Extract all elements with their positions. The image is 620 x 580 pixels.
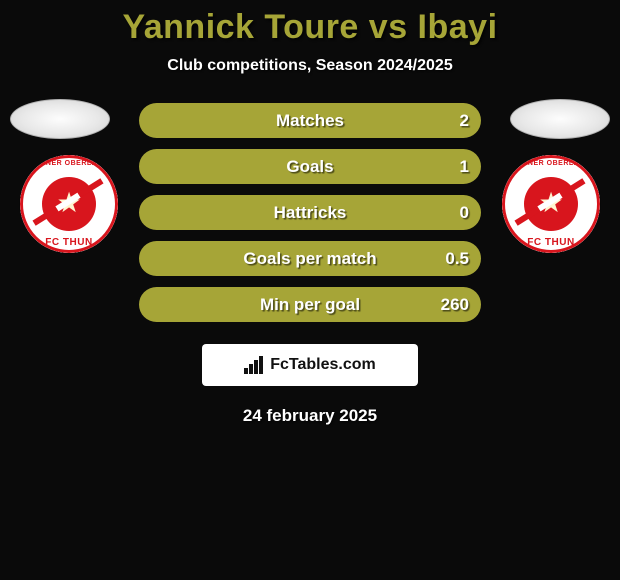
stat-value-right: 1 bbox=[460, 149, 469, 184]
page-subtitle: Club competitions, Season 2024/2025 bbox=[0, 57, 620, 75]
page-title: Yannick Toure vs Ibayi bbox=[0, 0, 620, 47]
stat-bar: Min per goal260 bbox=[139, 287, 481, 322]
club-name: FC THUN bbox=[502, 237, 600, 248]
club-name: FC THUN bbox=[20, 237, 118, 248]
brand-badge: FcTables.com bbox=[202, 344, 418, 386]
stat-value-right: 0 bbox=[460, 195, 469, 230]
stat-value-right: 2 bbox=[460, 103, 469, 138]
club-ring-text: BERNER OBERLAND bbox=[20, 160, 118, 167]
club-ring-text: BERNER OBERLAND bbox=[502, 160, 600, 167]
comparison-content: BERNER OBERLAND ★ FC THUN BERNER OBERLAN… bbox=[0, 103, 620, 426]
club-logo-right: BERNER OBERLAND ★ FC THUN bbox=[502, 155, 600, 253]
stat-label: Min per goal bbox=[139, 287, 481, 322]
bar-chart-icon bbox=[244, 356, 266, 374]
brand-text: FcTables.com bbox=[270, 356, 376, 374]
club-logo-left: BERNER OBERLAND ★ FC THUN bbox=[20, 155, 118, 253]
stat-label: Matches bbox=[139, 103, 481, 138]
player-photo-left bbox=[10, 99, 110, 139]
stat-bars: Matches2Goals1Hattricks0Goals per match0… bbox=[139, 103, 481, 322]
stat-value-right: 260 bbox=[441, 287, 469, 322]
stat-value-right: 0.5 bbox=[445, 241, 469, 276]
stat-label: Goals bbox=[139, 149, 481, 184]
date-label: 24 february 2025 bbox=[0, 406, 620, 426]
stat-label: Hattricks bbox=[139, 195, 481, 230]
player-photo-right bbox=[510, 99, 610, 139]
stat-bar: Goals per match0.5 bbox=[139, 241, 481, 276]
stat-label: Goals per match bbox=[139, 241, 481, 276]
stat-bar: Matches2 bbox=[139, 103, 481, 138]
stat-bar: Goals1 bbox=[139, 149, 481, 184]
stat-bar: Hattricks0 bbox=[139, 195, 481, 230]
